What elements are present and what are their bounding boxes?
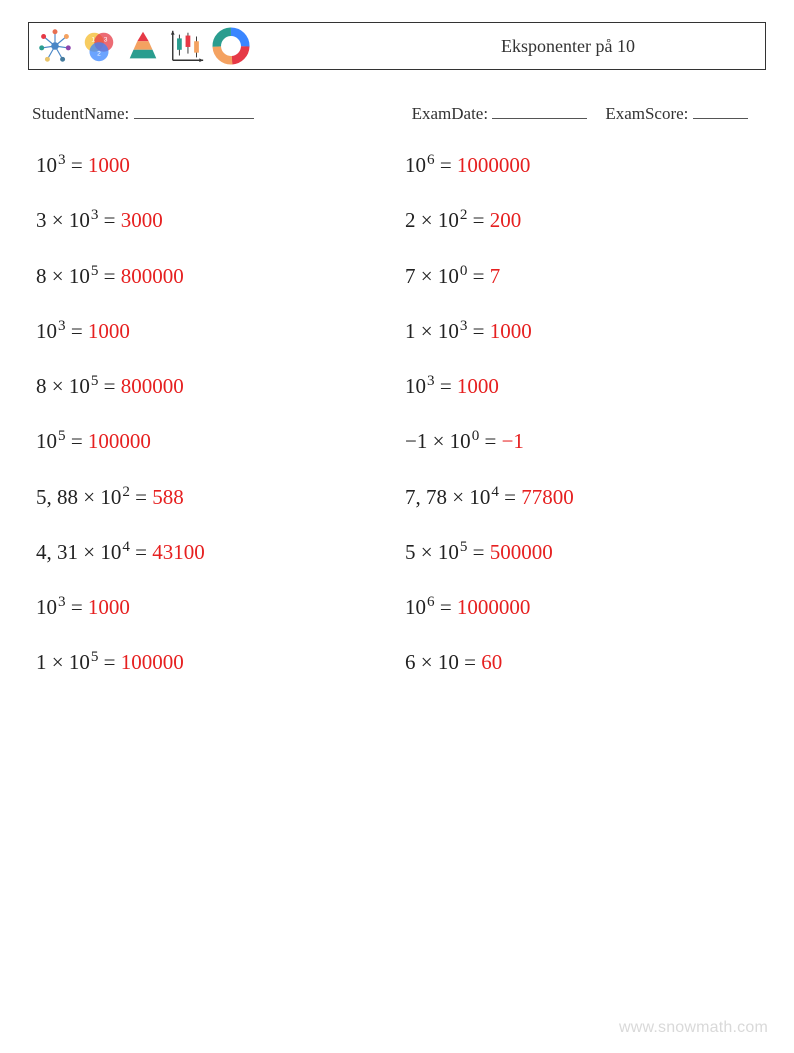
exponent: 3 <box>91 207 99 223</box>
coefficient: 1 <box>36 650 47 674</box>
coefficient: 8 <box>36 264 47 288</box>
exam-date-field: ExamDate: <box>412 104 588 124</box>
svg-text:2: 2 <box>97 51 101 58</box>
problem-item: 106 = 1000000 <box>405 152 766 178</box>
answer: 1000000 <box>457 153 531 177</box>
answer: 100000 <box>88 429 151 453</box>
worksheet-title: Eksponenter på 10 <box>501 36 635 57</box>
problem-item: 1 × 103 = 1000 <box>405 318 766 344</box>
problem-item: 5 × 105 = 500000 <box>405 539 766 565</box>
problem-item: 8 × 105 = 800000 <box>36 263 401 289</box>
coefficient: 2 <box>405 208 416 232</box>
problems-grid: 103 = 1000 3 × 103 = 3000 8 × 105 = 800000… <box>28 152 766 676</box>
exponent: 3 <box>460 318 468 334</box>
candlestick-icon <box>167 26 207 66</box>
answer: 1000 <box>490 319 532 343</box>
answer: 588 <box>152 485 184 509</box>
problem-item: 103 = 1000 <box>405 373 766 399</box>
exponent: 0 <box>472 428 480 444</box>
problem-item: 7 × 100 = 7 <box>405 263 766 289</box>
exponent: 6 <box>427 594 435 610</box>
exponent: 3 <box>58 594 66 610</box>
problem-item: 3 × 103 = 3000 <box>36 207 401 233</box>
exponent: 2 <box>122 484 130 500</box>
problem-item: 4, 31 × 104 = 43100 <box>36 539 401 565</box>
venn-icon: 1 3 2 <box>79 26 119 66</box>
coefficient: 5, 88 <box>36 485 78 509</box>
worksheet-page: 1 3 2 <box>0 0 794 676</box>
answer: 43100 <box>152 540 205 564</box>
answer: 800000 <box>121 264 184 288</box>
problem-item: 106 = 1000000 <box>405 594 766 620</box>
exponent: 4 <box>122 539 130 555</box>
coefficient: 5 <box>405 540 416 564</box>
header-box: 1 3 2 <box>28 22 766 70</box>
watermark: www.snowmath.com <box>619 1019 768 1037</box>
pyramid-icon <box>123 26 163 66</box>
answer: 1000 <box>88 319 130 343</box>
problem-item: 103 = 1000 <box>36 152 401 178</box>
coefficient: 7, 78 <box>405 485 447 509</box>
answer: 1000000 <box>457 595 531 619</box>
answer: 1000 <box>457 374 499 398</box>
coefficient: −1 <box>405 429 427 453</box>
exponent: 3 <box>58 318 66 334</box>
answer: 200 <box>490 208 522 232</box>
exponent: 5 <box>58 428 66 444</box>
student-name-blank[interactable] <box>134 105 254 119</box>
answer: 500000 <box>490 540 553 564</box>
exam-score-blank[interactable] <box>693 105 748 119</box>
answer: −1 <box>502 429 524 453</box>
problem-item: 2 × 102 = 200 <box>405 207 766 233</box>
exponent: 0 <box>460 263 468 279</box>
donut-icon <box>211 26 251 66</box>
exponent: 2 <box>460 207 468 223</box>
problems-column-left: 103 = 1000 3 × 103 = 3000 8 × 105 = 800000… <box>36 152 401 676</box>
answer: 100000 <box>121 650 184 674</box>
problem-item: −1 × 100 = −1 <box>405 428 766 454</box>
answer: 60 <box>481 650 502 674</box>
coefficient: 6 <box>405 650 416 674</box>
exam-score-field: ExamScore: <box>605 104 747 124</box>
exam-date-blank[interactable] <box>492 105 587 119</box>
svg-text:3: 3 <box>104 36 108 43</box>
problem-item: 7, 78 × 104 = 77800 <box>405 484 766 510</box>
exponent: 5 <box>460 539 468 555</box>
exponent: 3 <box>58 152 66 168</box>
answer: 800000 <box>121 374 184 398</box>
coefficient: 7 <box>405 264 416 288</box>
exponent: 5 <box>91 263 99 279</box>
coefficient: 3 <box>36 208 47 232</box>
exam-score-label: ExamScore: <box>605 104 688 123</box>
problem-item: 103 = 1000 <box>36 318 401 344</box>
svg-text:1: 1 <box>91 36 95 43</box>
exponent: 6 <box>427 152 435 168</box>
problem-item: 1 × 105 = 100000 <box>36 649 401 675</box>
answer: 1000 <box>88 153 130 177</box>
network-icon <box>35 26 75 66</box>
problem-item: 103 = 1000 <box>36 594 401 620</box>
problem-item: 8 × 105 = 800000 <box>36 373 401 399</box>
coefficient: 4, 31 <box>36 540 78 564</box>
answer: 7 <box>490 264 501 288</box>
exam-date-label: ExamDate: <box>412 104 488 123</box>
answer: 3000 <box>121 208 163 232</box>
student-name-label: StudentName: <box>32 104 129 123</box>
coefficient: 8 <box>36 374 47 398</box>
student-name-field: StudentName: <box>32 104 412 124</box>
coefficient: 1 <box>405 319 416 343</box>
problems-column-right: 106 = 1000000 2 × 102 = 200 7 × 100 = 7 1 ×… <box>401 152 766 676</box>
problem-item: 6 × 10 = 60 <box>405 649 766 675</box>
exponent: 3 <box>427 373 435 389</box>
exponent: 4 <box>491 484 499 500</box>
header-icons: 1 3 2 <box>35 26 251 66</box>
answer: 1000 <box>88 595 130 619</box>
problem-item: 105 = 100000 <box>36 428 401 454</box>
exponent: 5 <box>91 373 99 389</box>
exponent: 5 <box>91 649 99 665</box>
answer: 77800 <box>521 485 574 509</box>
meta-row: StudentName: ExamDate: ExamScore: <box>28 104 766 124</box>
problem-item: 5, 88 × 102 = 588 <box>36 484 401 510</box>
